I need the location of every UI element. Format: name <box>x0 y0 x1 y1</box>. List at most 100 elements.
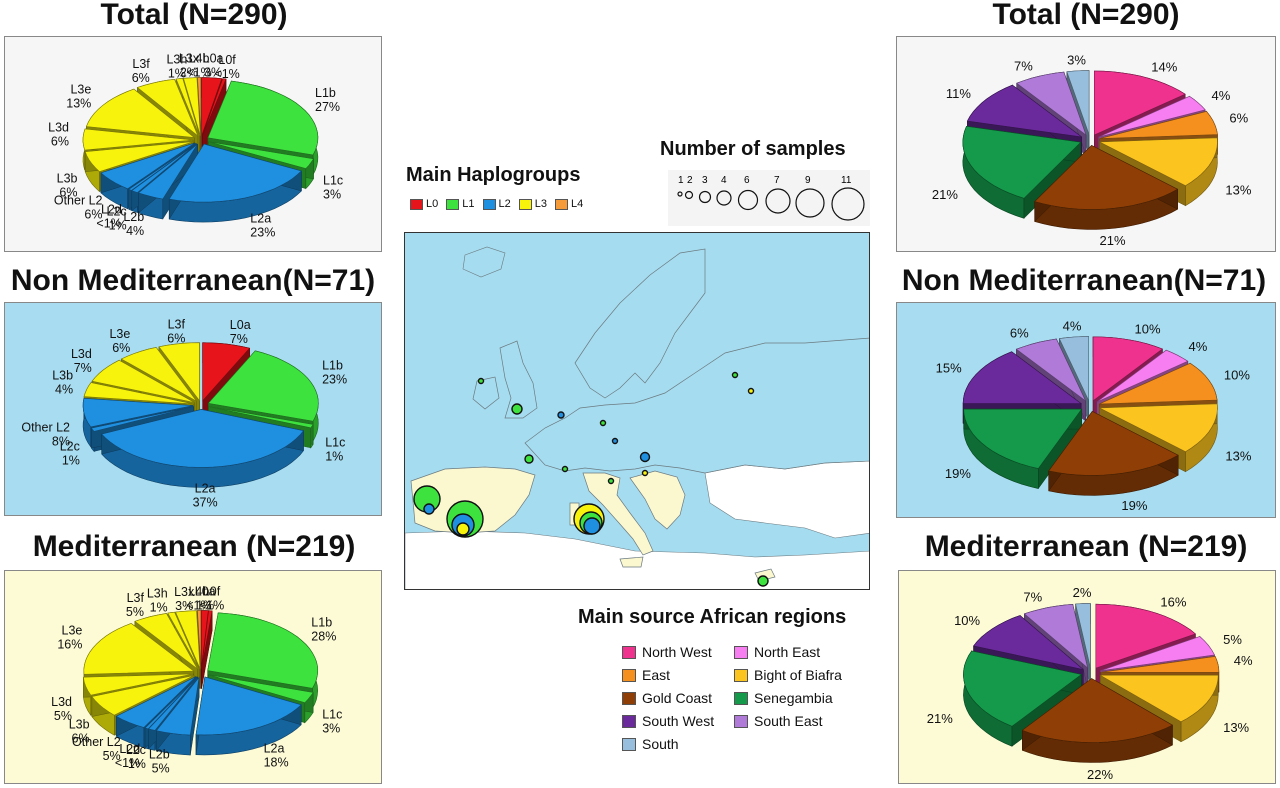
pie-slice-top <box>207 612 319 689</box>
pie-slice-top <box>83 673 194 696</box>
pie-slice-label: L2c <box>107 205 127 219</box>
pie-slice-label: L2a <box>195 482 216 496</box>
pie-slice-percent: 13% <box>1225 182 1251 197</box>
samples-legend-title: Number of samples <box>660 138 846 160</box>
pie-slice-top <box>90 406 194 432</box>
pie-slice-percent: 21% <box>927 711 953 726</box>
pie-slice-percent: <1% <box>96 217 121 231</box>
swatch-north-west <box>622 645 636 659</box>
pie-slice-label: L2d <box>119 742 140 756</box>
pie-slice-label: L3b <box>57 172 78 186</box>
pie-slice-percent: 8% <box>52 435 70 449</box>
pie-slice-top <box>197 77 202 136</box>
map-sample-marker <box>557 411 565 419</box>
pie-slice-top <box>91 359 195 403</box>
swatch-south-east <box>734 714 748 728</box>
map-sample-marker <box>477 377 485 385</box>
pie-slice <box>168 143 303 223</box>
pie-slice-top <box>962 351 1083 404</box>
legend-label: L1 <box>462 198 475 210</box>
pie-slice <box>101 409 305 488</box>
sample-size-label: 4 <box>721 175 727 186</box>
pie-slice-percent: 4% <box>55 383 73 397</box>
pie-slice-label: L3d <box>71 347 92 361</box>
pie-slice-percent: 21% <box>932 187 958 202</box>
pie-slice-top <box>1098 403 1218 453</box>
pie-slice-percent: 4% <box>126 224 144 238</box>
legend-label: Gold Coast <box>642 690 713 706</box>
pie-slice-label: L2b <box>123 210 144 224</box>
pie-slice-percent: 11% <box>946 86 971 101</box>
map-ireland <box>472 376 500 410</box>
map-sample-marker <box>731 371 739 379</box>
swatch-l3 <box>518 198 532 210</box>
pie-slice-label: L4b <box>188 584 209 598</box>
swatch-senegambia <box>734 691 748 705</box>
pie-panel-left-nonmed: L0a 7% L1b 23% L1c 1% L2a 37% L2c 1% Other L2 8% L3b… <box>4 302 382 516</box>
pie-slice-label: L2a <box>264 741 285 755</box>
pie-slice-top <box>84 141 194 172</box>
pie-slice-percent: 3% <box>175 599 193 613</box>
pie-slice-top <box>197 610 202 669</box>
pie-slice-percent: <1% <box>186 65 211 79</box>
pie-slice-top <box>1016 71 1087 136</box>
pie-slice-top <box>1058 336 1089 401</box>
pie-slice-percent: 7% <box>1023 590 1042 605</box>
pie-slice-top <box>168 143 303 203</box>
map-sample-marker <box>747 387 755 395</box>
pie-slice-label: Other L2 <box>72 735 121 749</box>
pie-slice <box>963 408 1083 490</box>
pie-slice-label: L0a <box>230 318 251 332</box>
pie-slice-top <box>144 676 198 730</box>
pie-slice-percent: 5% <box>54 709 72 723</box>
sample-size-circle <box>698 190 712 204</box>
pie-slice-percent: 1% <box>150 601 168 615</box>
pie-slice-top <box>85 88 196 139</box>
sample-size-circle <box>684 190 694 200</box>
map-great-britain <box>499 340 538 419</box>
pie-panel-right-med: 16% 5% 4% 13% 22% 21% 10% 7% 2% <box>898 570 1276 784</box>
pie-slice-percent: 5% <box>126 605 144 619</box>
map-sample-marker <box>641 469 649 477</box>
pie-slice-label: L3x <box>174 585 195 599</box>
pie-slice-label: L1b <box>311 616 332 630</box>
pie-slice-top <box>136 78 199 137</box>
pie-slice-top <box>208 406 314 429</box>
pie-slice-percent: 10% <box>1224 367 1250 382</box>
legend-label: L4 <box>571 198 584 210</box>
map-italy <box>582 472 654 556</box>
legend-label: Bight of Biafra <box>754 667 842 683</box>
pie-slice-label: L1c <box>323 174 343 188</box>
pie-slice-percent: 1% <box>128 757 146 771</box>
sample-size-label: 1 <box>678 175 684 186</box>
pie-slice-percent: 1% <box>109 219 127 233</box>
pie-slice-percent: 13% <box>1223 720 1249 735</box>
pie-chart-svg: L0a3%L0f<1%L1b27%L1c3%L2a23%L2b4%L2c1%L2… <box>48 51 343 239</box>
pie-slice-label: L3e <box>70 82 91 96</box>
pie-slice-percent: 23% <box>322 372 347 386</box>
pie-slice-top <box>1066 70 1090 135</box>
pie-slice-top <box>158 342 200 402</box>
pie-slice-percent: 6% <box>112 341 130 355</box>
swatch-l2 <box>482 198 496 210</box>
pie-slice-percent: 4% <box>1212 88 1231 103</box>
swatch-south <box>622 737 636 751</box>
pie-slice-top <box>195 676 302 736</box>
legend-label: L0 <box>426 198 439 210</box>
europe-map-svg <box>405 233 869 589</box>
pie-slice-top <box>1099 362 1218 405</box>
chart-title-left-total: Total (N=290) <box>100 0 288 31</box>
pie-panel-right-total: 14% 4% 6% 13% 21% 21% 11% 7% 3% <box>896 36 1276 252</box>
pie-slice <box>201 610 213 689</box>
pie-slice-percent: 5% <box>1223 632 1242 647</box>
legend-item-l3: L3 <box>518 198 547 210</box>
pie-slice-top <box>1098 137 1218 187</box>
legend-label: North East <box>754 644 821 660</box>
legend-item-north-west: North West <box>622 644 734 660</box>
legend-item-south-east: South East <box>734 713 864 729</box>
pie-slice-percent: 6% <box>1229 111 1248 126</box>
legend-item-l2: L2 <box>482 198 511 210</box>
pie-slice-percent: 14% <box>1151 59 1177 74</box>
pie-slice-percent: 10% <box>1135 322 1161 337</box>
pie-slice-label: L0f <box>203 585 221 599</box>
